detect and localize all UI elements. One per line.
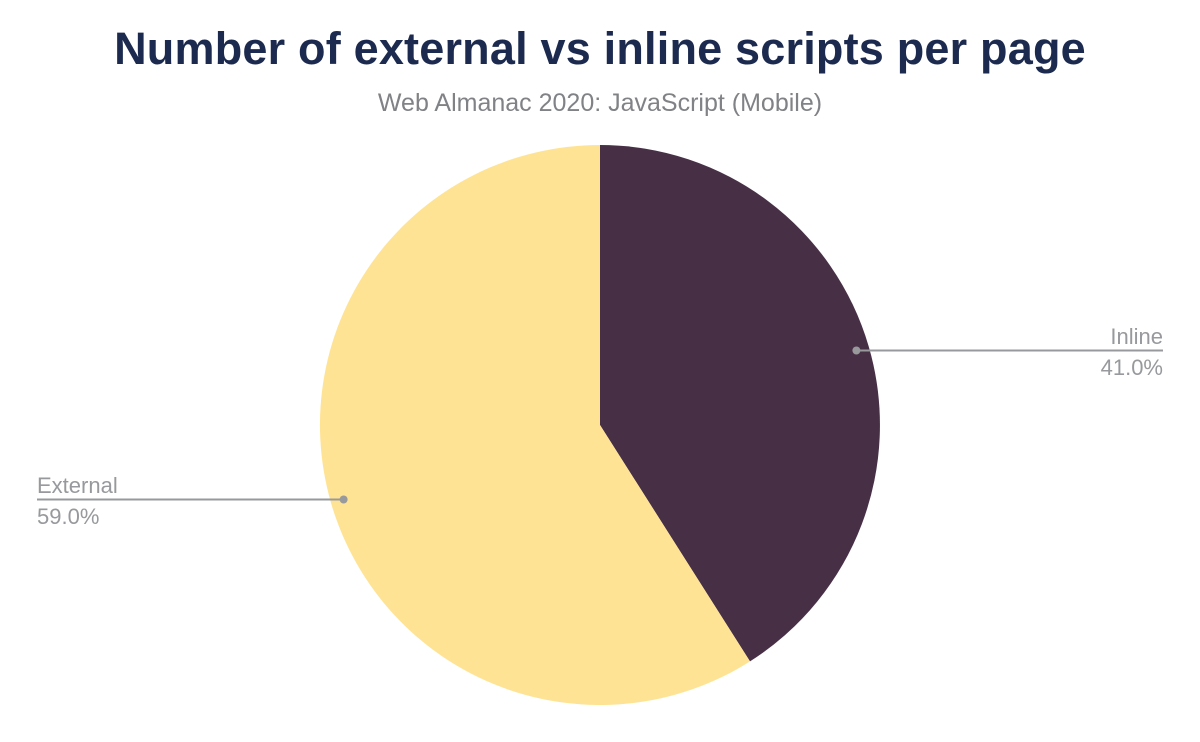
chart-subtitle: Web Almanac 2020: JavaScript (Mobile) (377, 89, 823, 117)
callout-external-value: 59.0% (37, 504, 100, 529)
chart-title: Number of external vs inline scripts per… (114, 23, 1086, 74)
callout-inline-label: Inline (1110, 324, 1163, 349)
callout-inline: Inline 41.0% (853, 325, 1163, 380)
callout-inline-value: 41.0% (1100, 355, 1163, 380)
pie-slice-external (319, 144, 750, 705)
callout-external: External 59.0% (37, 474, 347, 529)
pie-slice-inline (600, 145, 880, 662)
leader-dot-inline (852, 346, 861, 355)
leader-dot-external (339, 495, 348, 504)
callout-external-label: External (37, 473, 118, 498)
